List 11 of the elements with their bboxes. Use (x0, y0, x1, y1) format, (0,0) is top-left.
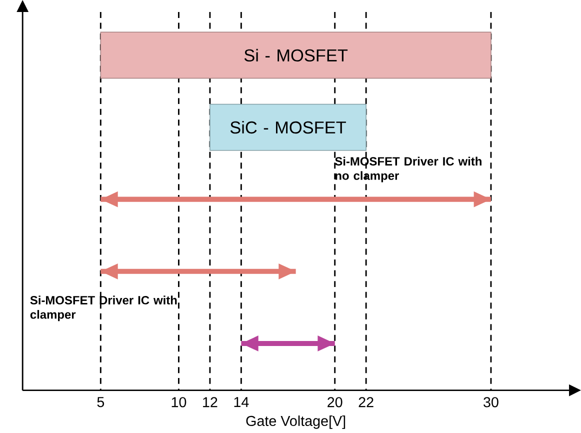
y-tick-label: Si - MOSFET (244, 48, 348, 62)
x-tick-label: 12 (203, 397, 218, 408)
x-tick-label: 22 (358, 397, 374, 408)
x-tick-label: 30 (484, 397, 498, 408)
y-tick-label: Si-MOSFET Driver IC with clamper (30, 296, 177, 322)
x-tick-label: 14 (234, 397, 249, 408)
x-tick-label: 20 (328, 397, 342, 408)
x-tick-label: 5 (97, 397, 104, 408)
y-tick-label: SiC - MOSFET (230, 121, 346, 134)
x-axis-title: Gate Voltage[V] (246, 416, 346, 429)
x-tick-label: 10 (172, 397, 186, 408)
